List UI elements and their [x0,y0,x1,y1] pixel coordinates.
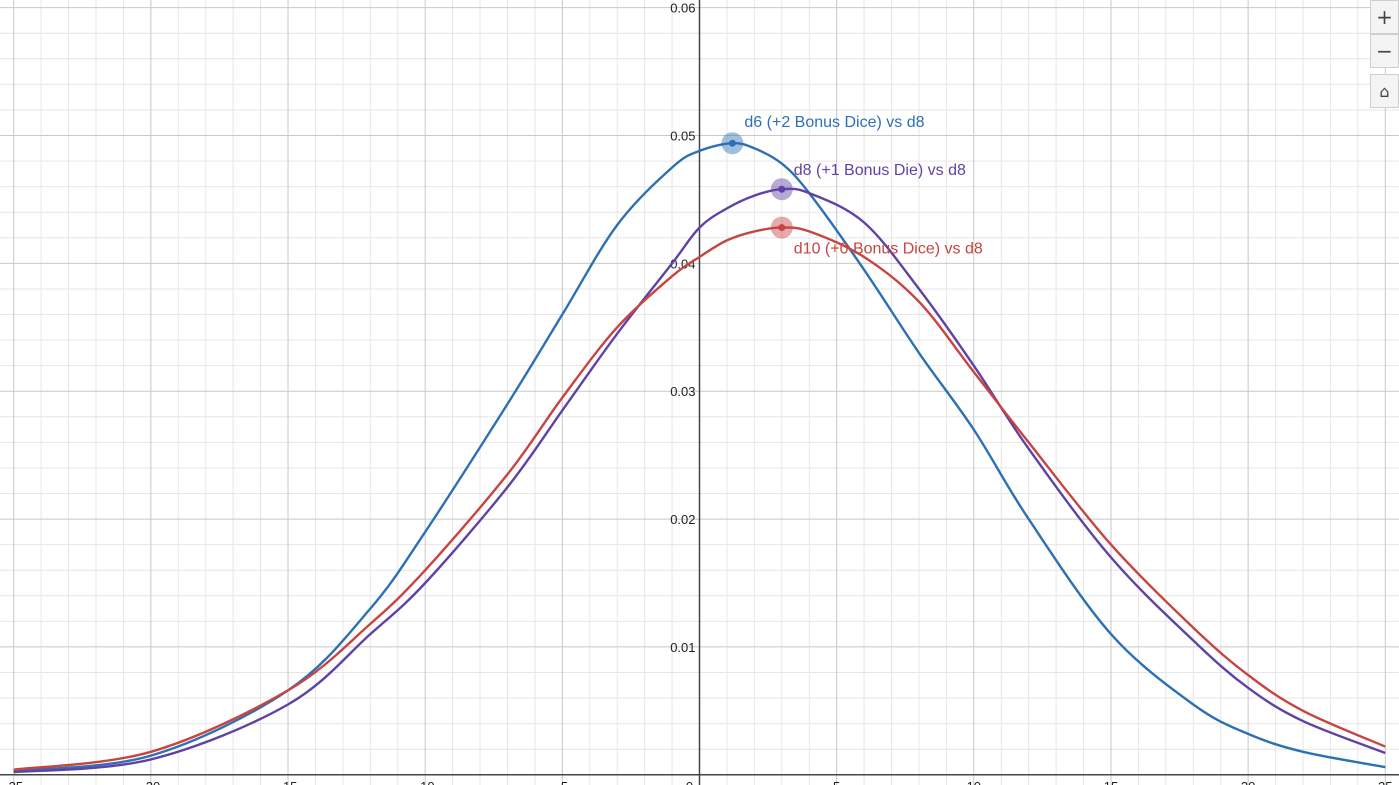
peak-points[interactable] [721,132,793,239]
series-label: d8 (+1 Bonus Die) vs d8 [794,162,966,179]
x-tick-label: -10 [416,779,435,785]
y-tick-label: 0.01 [670,640,695,655]
home-icon: ⌂ [1379,81,1390,101]
x-tick-label: 25 [1378,779,1392,785]
y-tick-label: 0.02 [670,512,695,527]
curves [13,141,1386,774]
x-tick-label: 15 [1104,779,1118,785]
series-line [13,187,1386,774]
home-button[interactable]: ⌂ [1370,74,1399,108]
series-label: d6 (+2 Bonus Dice) vs d8 [744,114,924,131]
series-line [13,226,1386,771]
y-tick-label: 0.04 [670,256,695,271]
series-line [13,141,1386,773]
x-tick-label: 20 [1241,779,1255,785]
x-tick-label: -5 [557,779,569,785]
zoom-out-button[interactable]: − [1370,34,1399,68]
y-tick-label: 0.05 [670,129,695,144]
minus-icon: − [1376,39,1393,63]
series-label: d10 (+0 Bonus Dice) vs d8 [794,241,983,258]
peak-point [778,224,786,232]
x-tick-label: 0 [686,779,693,785]
tick-labels: -25 -20 -15 -10 -5 0 5 10 15 20 25 0.01 0.02 0.03 0.04… [4,1,1392,785]
y-tick-label: 0.03 [670,384,695,399]
plus-icon: + [1376,5,1393,29]
x-tick-label: 5 [833,779,840,785]
peak-point [728,139,736,147]
x-tick-label: -20 [141,779,160,785]
curve-labels: d6 (+2 Bonus Dice) vs d8 d8 (+1 Bonus Die… [744,114,982,257]
x-tick-label: -25 [4,779,23,785]
y-tick-label: 0.06 [670,1,695,16]
zoom-in-button[interactable]: + [1370,0,1399,34]
x-tick-label: 10 [967,779,981,785]
zoom-controls: + − ⌂ [1370,0,1399,108]
peak-point [778,185,786,193]
x-tick-label: -15 [279,779,298,785]
